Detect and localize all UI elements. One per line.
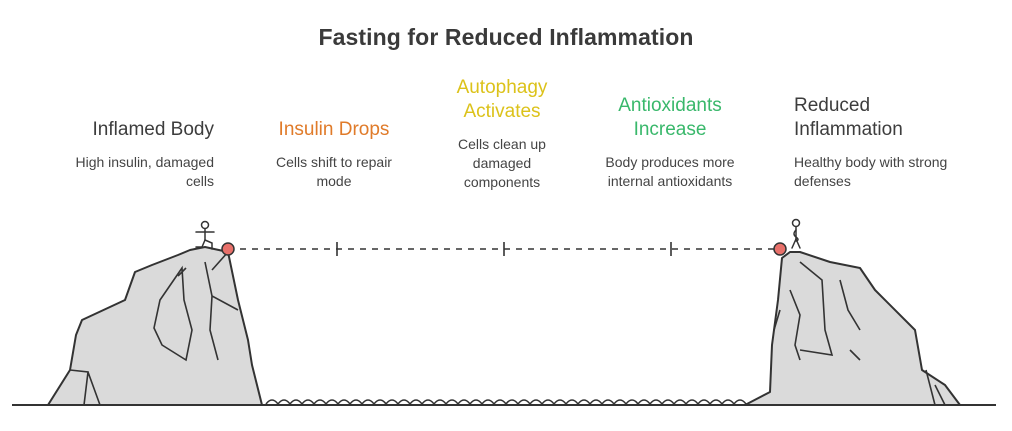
- stage-4-description: Body produces more internal antioxidants: [605, 154, 735, 189]
- stage-3-heading: Autophagy Activates: [456, 77, 548, 122]
- stage-5-heading: Reduced Inflammation: [794, 95, 903, 140]
- person-running-icon: [195, 220, 215, 250]
- end-marker: [773, 242, 787, 256]
- diagram-title: Fasting for Reduced Inflammation: [318, 24, 694, 50]
- person-standing-icon: [791, 218, 801, 249]
- stage-5-description: Healthy body with strong defenses: [794, 154, 948, 189]
- stage-4-heading: Antioxidants Increase: [618, 95, 722, 140]
- right-cliff: [744, 251, 961, 406]
- stage-1-description: High insulin, damaged cells: [75, 154, 214, 189]
- stage-1-heading: Inflamed Body: [92, 119, 214, 140]
- stage-2-description: Cells shift to repair mode: [276, 154, 392, 189]
- start-marker: [221, 242, 235, 256]
- left-cliff: [47, 246, 263, 406]
- stage-3-description: Cells clean up damaged components: [458, 136, 546, 190]
- water-waves: [265, 399, 747, 406]
- stage-2-heading: Insulin Drops: [278, 119, 390, 140]
